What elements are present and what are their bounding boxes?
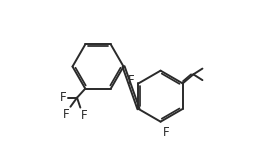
Text: F: F bbox=[60, 91, 67, 104]
Text: F: F bbox=[163, 126, 170, 139]
Text: F: F bbox=[63, 108, 70, 121]
Text: F: F bbox=[128, 74, 134, 87]
Text: F: F bbox=[81, 109, 87, 122]
